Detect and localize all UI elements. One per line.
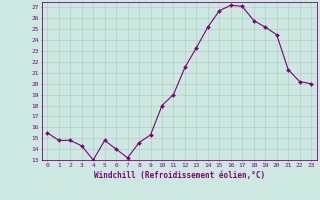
X-axis label: Windchill (Refroidissement éolien,°C): Windchill (Refroidissement éolien,°C) [94,171,265,180]
